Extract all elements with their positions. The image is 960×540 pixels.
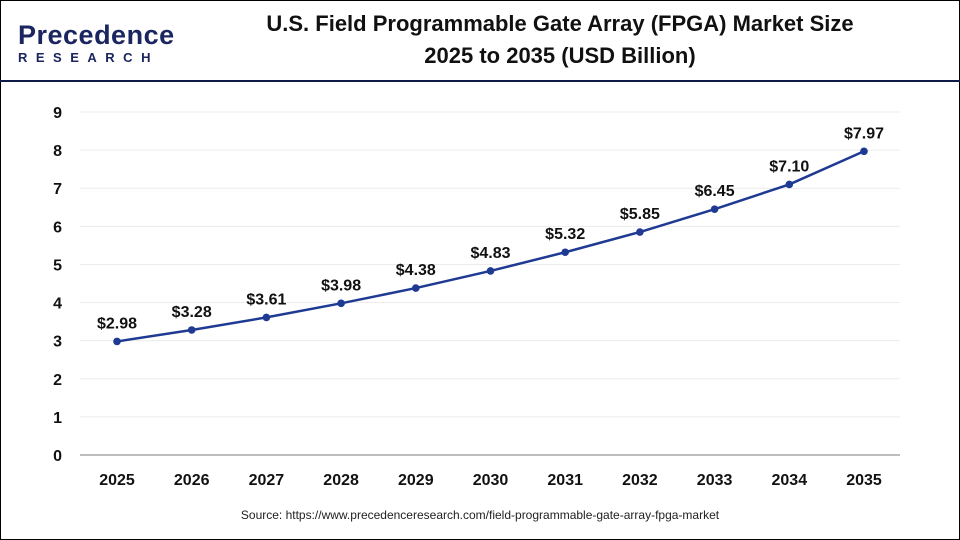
data-label: $2.98 (97, 315, 137, 332)
data-point (860, 147, 868, 156)
logo-line2: RESEARCH (18, 50, 159, 65)
y-tick-label: 4 (53, 296, 62, 313)
data-label: $7.97 (844, 125, 884, 142)
logo-line1: Precedence (18, 20, 175, 50)
x-tick-label: 2030 (473, 472, 509, 489)
x-tick-label: 2027 (249, 472, 285, 489)
data-point (785, 180, 794, 189)
data-label: $3.61 (246, 291, 286, 308)
title-line2: 2025 to 2035 (USD Billion) (424, 43, 696, 68)
x-tick-label: 2032 (622, 472, 658, 489)
data-point (486, 267, 495, 275)
data-point (113, 337, 121, 346)
chart-title: U.S. Field Programmable Gate Array (FPGA… (220, 8, 900, 72)
x-tick-label: 2026 (174, 472, 210, 489)
source-text: Source: https://www.precedenceresearch.c… (240, 508, 720, 522)
y-tick-label: 5 (53, 257, 62, 274)
x-tick-label: 2025 (99, 472, 135, 489)
y-tick-label: 7 (53, 181, 62, 198)
data-point (187, 326, 196, 334)
data-point (412, 284, 420, 292)
data-label: $5.32 (545, 226, 585, 243)
y-tick-label: 0 (53, 448, 62, 465)
y-tick-label: 3 (53, 334, 62, 351)
data-label: $3.28 (172, 304, 212, 321)
data-label: $4.38 (396, 262, 436, 279)
data-point (262, 313, 271, 322)
x-tick-label: 2028 (323, 472, 359, 489)
y-tick-label: 1 (53, 410, 62, 427)
data-label: $6.45 (695, 183, 735, 200)
logo: Precedence RESEARCH (18, 20, 175, 66)
y-tick-label: 8 (53, 143, 62, 160)
data-label: $7.10 (769, 158, 809, 175)
data-point (636, 228, 644, 236)
data-label: $4.83 (470, 245, 510, 262)
data-label: $5.85 (620, 206, 660, 223)
y-tick-label: 2 (53, 372, 62, 389)
y-tick-label: 6 (53, 219, 62, 236)
x-tick-label: 2034 (772, 472, 808, 489)
x-tick-label: 2035 (846, 472, 882, 489)
y-tick-label: 9 (53, 105, 62, 122)
header-divider (0, 80, 960, 82)
data-label: $3.98 (321, 277, 361, 294)
title-line1: U.S. Field Programmable Gate Array (FPGA… (266, 11, 854, 36)
x-tick-label: 2031 (547, 472, 583, 489)
data-point (710, 205, 719, 213)
data-point (561, 248, 569, 257)
data-point (337, 299, 345, 308)
x-tick-label: 2029 (398, 472, 434, 489)
x-tick-label: 2033 (697, 472, 733, 489)
